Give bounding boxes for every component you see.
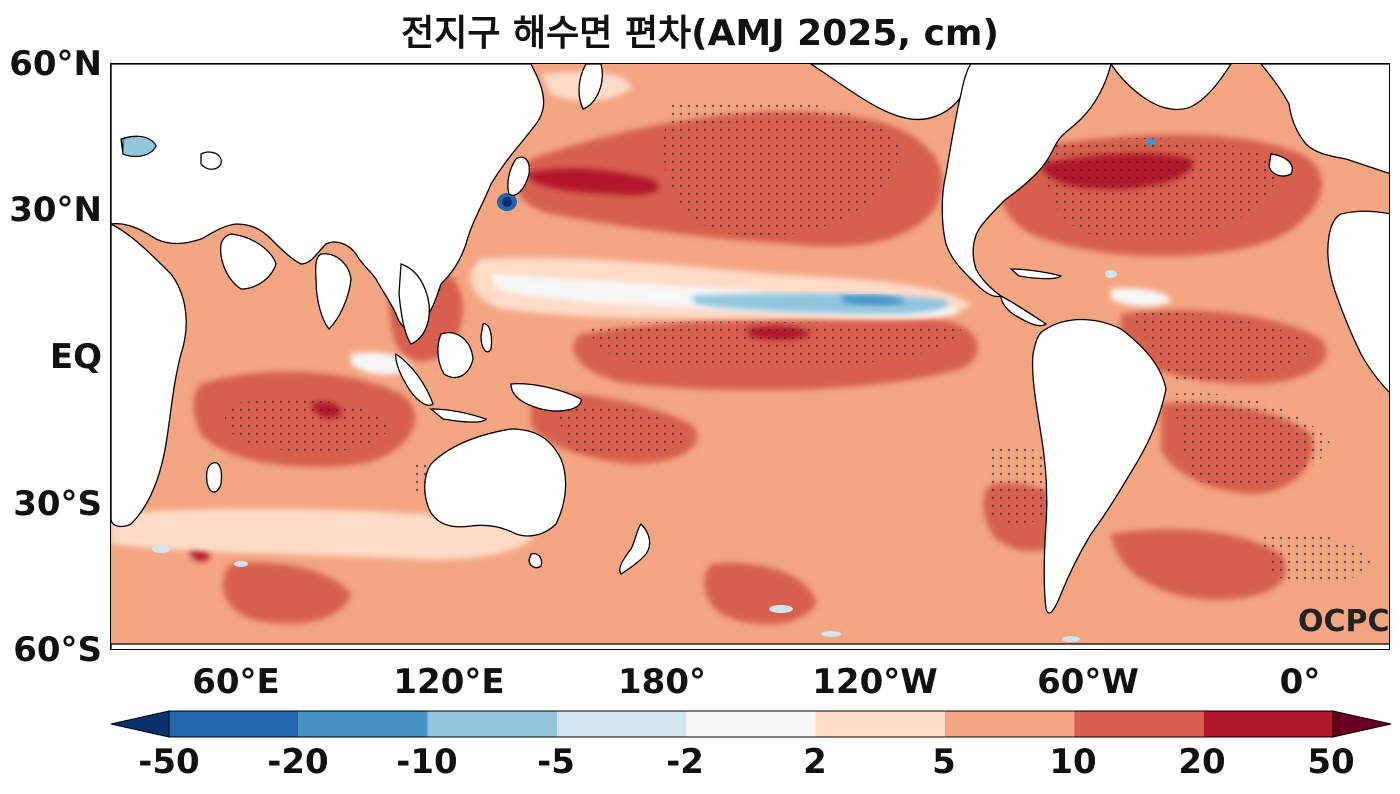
colorbar-extend-min [110, 710, 170, 738]
sea-level-anomaly-map [110, 63, 1390, 650]
lon-label-0: 0° [1279, 662, 1321, 702]
colorbar-tick-label: 5 [932, 742, 956, 782]
colorbar-segment [686, 711, 816, 737]
lat-label-eq: EQ [49, 337, 102, 377]
colorbar-tick-label: 20 [1178, 742, 1226, 782]
colorbar-tick-label: 2 [803, 742, 827, 782]
colorbar-segment [557, 711, 687, 737]
colorbar-tick-label: -5 [537, 742, 575, 782]
colorbar-tick-label: -50 [138, 742, 200, 782]
colorbar-segment [169, 711, 299, 737]
colorbar-segments [110, 710, 1392, 738]
colorbar-tick-label: -20 [267, 742, 329, 782]
colorbar [110, 710, 1392, 738]
map-title: 전지구 해수면 편차(AMJ 2025, cm) [401, 13, 999, 54]
colorbar-segment [298, 711, 428, 737]
kuroshio-cold-eddy-core [502, 197, 512, 207]
lon-label-60e: 60°E [192, 662, 280, 702]
colorbar-tick-label: 10 [1049, 742, 1097, 782]
lat-label-30s: 30°S [13, 484, 102, 524]
ocpc-watermark: OCPC [1298, 604, 1390, 639]
colorbar-segment [427, 711, 557, 737]
lat-label-60s: 60°S [13, 630, 102, 670]
anomaly-negative-10-20-regions [841, 295, 906, 306]
lon-label-180: 180° [618, 662, 706, 702]
lat-label-30n: 30°N [9, 190, 102, 230]
map-canvas [111, 64, 1389, 649]
lon-label-120e: 120°E [393, 662, 505, 702]
colorbar-segment [1203, 711, 1333, 737]
significance-stippling [225, 99, 1371, 585]
lon-label-120w: 120°W [812, 662, 938, 702]
colorbar-tick-label: 50 [1307, 742, 1355, 782]
southern-ocean-speckles [152, 270, 1117, 642]
lat-label-60n: 60°N [9, 44, 102, 84]
colorbar-tick-label: -10 [396, 742, 458, 782]
colorbar-outline [168, 710, 1334, 738]
colorbar-tick-label: -2 [666, 742, 704, 782]
colorbar-extend-max [1332, 710, 1392, 738]
colorbar-segment [945, 711, 1075, 737]
colorbar-segment [1074, 711, 1204, 737]
inland-sea [122, 135, 157, 157]
lon-label-60w: 60°W [1037, 662, 1139, 702]
colorbar-segment [815, 711, 945, 737]
